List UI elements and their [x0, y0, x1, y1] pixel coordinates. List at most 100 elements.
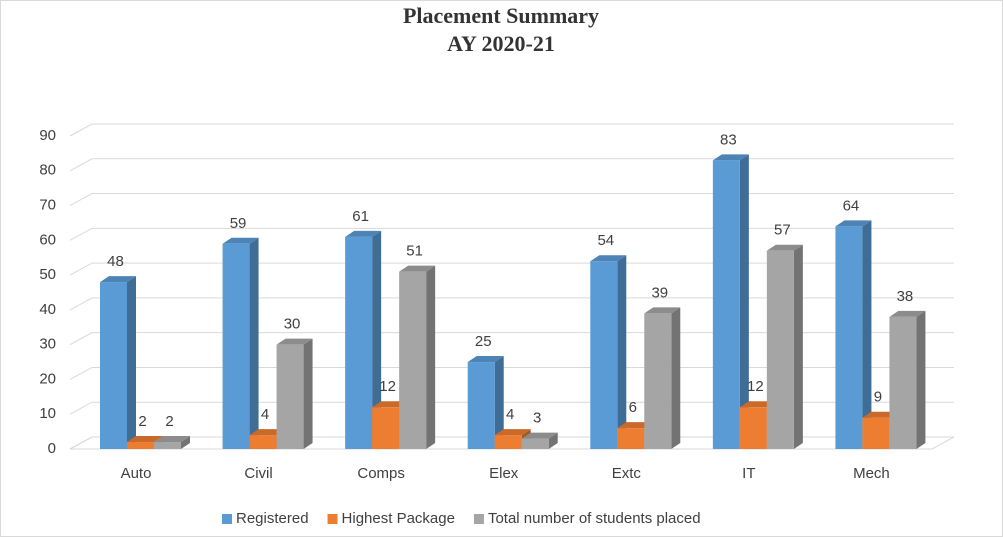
bar-top: [889, 310, 926, 317]
bar: [467, 362, 495, 449]
bar: [127, 442, 154, 449]
x-tick-label: Elex: [489, 465, 519, 482]
grid-line: [69, 297, 954, 311]
bar: [399, 271, 427, 449]
y-tick-label: 0: [48, 440, 56, 457]
bar-side: [862, 220, 872, 449]
bar: [835, 226, 863, 449]
y-tick-label: 90: [39, 127, 56, 144]
bar: [276, 344, 304, 449]
bar-side: [372, 230, 382, 449]
y-tick-label: 80: [39, 162, 56, 179]
y-tick-label: 60: [39, 231, 56, 248]
legend-swatch: [222, 514, 232, 524]
bar-side: [548, 432, 558, 449]
legend-swatch: [473, 514, 484, 524]
data-label: 51: [406, 243, 423, 260]
data-label: 39: [651, 284, 668, 301]
bar-side: [793, 244, 803, 449]
bar: [617, 428, 645, 449]
bar: [644, 313, 672, 449]
chart-subtitle: AY 2020-21: [447, 31, 555, 56]
bar-side: [426, 265, 436, 449]
grid-line: [69, 158, 954, 172]
y-tick-label: 20: [39, 370, 56, 387]
bar-top: [100, 276, 136, 283]
bar-top: [399, 265, 436, 272]
bar: [739, 407, 767, 449]
legend-label: Registered: [236, 510, 309, 527]
x-tick-label: Mech: [853, 465, 890, 482]
data-label: 64: [843, 197, 860, 214]
bar: [862, 417, 890, 449]
x-tick-label: Auto: [121, 465, 152, 482]
data-label: 57: [774, 222, 791, 239]
data-label: 12: [379, 378, 396, 395]
bar-side: [303, 338, 313, 449]
bar: [766, 250, 794, 449]
y-tick-label: 30: [39, 336, 56, 353]
data-label: 3: [533, 410, 541, 427]
bar: [345, 236, 373, 449]
bar-top: [494, 429, 531, 436]
y-tick-label: 70: [39, 197, 56, 214]
data-label: 12: [747, 378, 764, 395]
bar: [494, 435, 522, 449]
data-label: 2: [138, 413, 146, 430]
legend-swatch: [327, 514, 338, 524]
grid-line: [69, 227, 954, 241]
bar: [100, 282, 127, 449]
x-tick-label: Extc: [612, 465, 642, 482]
data-label: 61: [352, 208, 369, 225]
bar-top: [521, 432, 558, 439]
data-label: 4: [261, 406, 269, 423]
grid-line: [69, 262, 954, 276]
x-tick-label: Civil: [244, 465, 272, 482]
data-label: 38: [897, 288, 914, 305]
bar: [521, 438, 549, 449]
bar-top: [154, 436, 190, 443]
bar-side: [739, 154, 749, 449]
bar-top: [766, 244, 803, 251]
bar-top: [276, 338, 313, 345]
bar: [249, 435, 277, 449]
y-tick-label: 40: [39, 301, 56, 318]
data-label: 54: [597, 232, 614, 249]
bar-top: [127, 436, 163, 443]
bar-side: [494, 356, 504, 449]
bar-top: [712, 154, 749, 161]
bar: [889, 316, 917, 449]
data-label: 48: [107, 253, 124, 270]
data-label: 59: [230, 215, 247, 232]
bar-top: [590, 255, 627, 262]
grid-line: [69, 193, 954, 206]
data-label: 25: [475, 333, 492, 350]
legend-label: Highest Package: [342, 510, 455, 527]
data-label: 6: [629, 399, 637, 416]
bar-side: [916, 310, 926, 449]
bar: [590, 261, 618, 449]
chart-title: Placement Summary: [403, 3, 599, 28]
grid-line: [69, 123, 954, 137]
data-label: 4: [506, 406, 514, 423]
legend-label: Total number of students placed: [488, 510, 701, 527]
x-tick-label: IT: [742, 465, 755, 482]
bar: [222, 243, 250, 449]
bar-top: [222, 237, 259, 244]
bar-side: [181, 436, 190, 449]
bar-top: [345, 230, 382, 237]
data-label: 9: [874, 389, 882, 406]
bar-side: [249, 237, 259, 449]
bar-top: [467, 356, 504, 363]
x-tick-label: Comps: [357, 465, 405, 482]
bar-side: [127, 276, 136, 449]
bar-top: [644, 307, 681, 314]
bar-side: [671, 307, 681, 449]
bar-side: [617, 255, 627, 449]
bar-top: [835, 220, 872, 227]
data-label: 2: [165, 413, 173, 430]
y-tick-label: 10: [39, 405, 56, 422]
data-label: 30: [284, 316, 301, 333]
bar: [712, 160, 740, 449]
